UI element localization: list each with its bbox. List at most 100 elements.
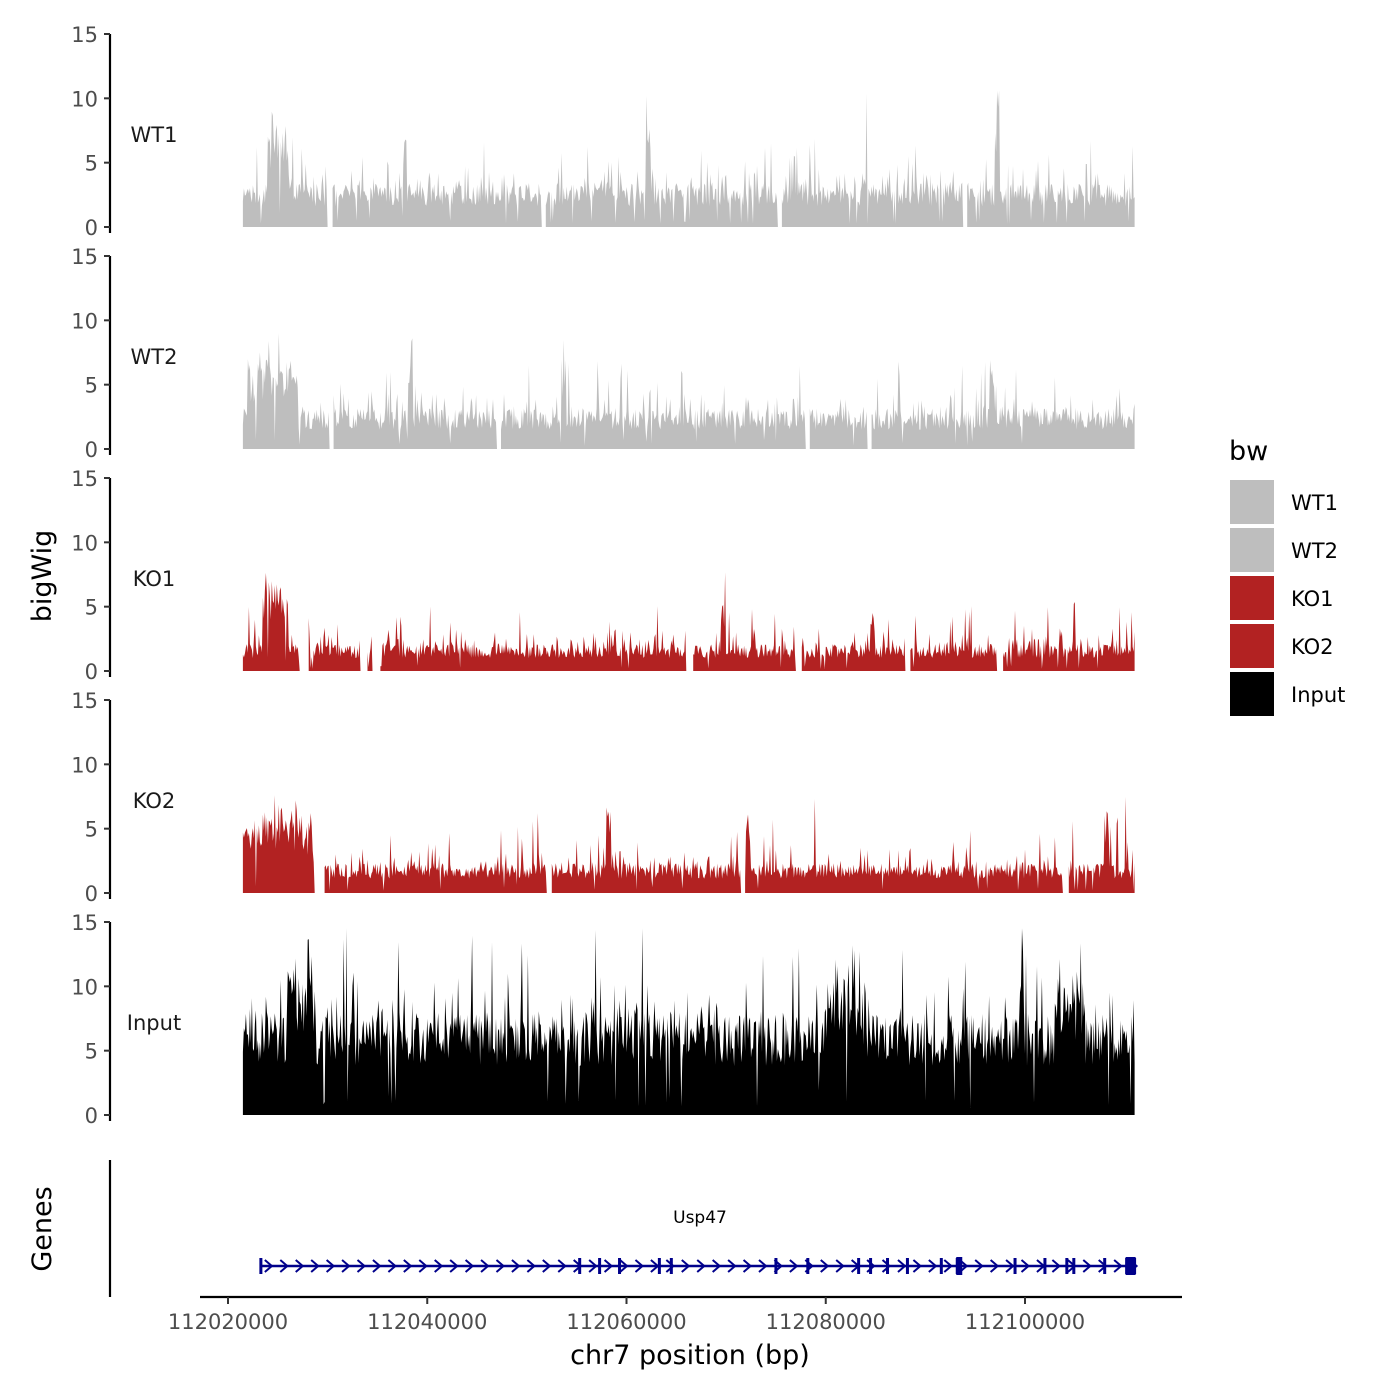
y-tick-label: 15: [71, 467, 98, 491]
legend-swatch: [1230, 480, 1274, 524]
exon: [598, 1258, 602, 1274]
x-tick-label: 112040000: [367, 1310, 487, 1334]
track-label: KO2: [133, 789, 176, 813]
exon: [618, 1258, 622, 1274]
y-tick-label: 15: [71, 911, 98, 935]
y-tick-label: 0: [85, 216, 98, 240]
strand-arrow: [387, 1259, 397, 1273]
track-input: 0 5 10 15 Input: [71, 911, 1135, 1128]
legend-label: Input: [1291, 683, 1345, 707]
strand-arrow: [943, 1259, 953, 1273]
y-tick-label: 5: [85, 596, 98, 620]
track-wt1: 0 5 10 15 WT1: [71, 23, 1135, 240]
y-tick-label: 10: [71, 87, 98, 111]
strand-arrow: [974, 1259, 984, 1273]
y-axis-title: bigWig: [27, 530, 58, 623]
exon-large: [1125, 1257, 1136, 1275]
strand-arrow: [341, 1259, 351, 1273]
exon: [259, 1258, 263, 1274]
strand-arrow: [1005, 1259, 1015, 1273]
legend-swatch: [1230, 672, 1274, 716]
strand-arrow: [588, 1259, 598, 1273]
strand-arrow: [325, 1259, 336, 1273]
strand-arrow: [480, 1259, 490, 1273]
strand-arrow: [449, 1259, 459, 1273]
strand-arrow: [835, 1259, 845, 1273]
y-tick-label: 10: [71, 309, 98, 333]
strand-arrow: [789, 1259, 799, 1273]
y-tick-label: 15: [71, 245, 98, 269]
exon: [869, 1258, 873, 1274]
y-tick-label: 5: [85, 818, 98, 842]
strand-arrow: [557, 1259, 567, 1273]
exon: [857, 1258, 861, 1274]
gene-panel: Usp47: [108, 1160, 1139, 1297]
x-axis-title: chr7 position (bp): [570, 1340, 810, 1371]
y-tick-label: 5: [85, 374, 98, 398]
legend-label: KO1: [1291, 587, 1334, 611]
strand-arrow: [681, 1259, 691, 1273]
strand-arrow: [495, 1259, 506, 1273]
strand-arrow: [696, 1259, 706, 1273]
exon: [1043, 1258, 1047, 1274]
strand-arrow: [619, 1259, 629, 1273]
genes-axis-title: Genes: [27, 1186, 58, 1271]
strand-arrow: [264, 1259, 274, 1273]
y-tick-label: 0: [85, 1104, 98, 1128]
exon: [939, 1258, 943, 1274]
strand-arrow: [403, 1259, 413, 1273]
coverage-area: [242, 333, 1135, 449]
y-tick-label: 5: [85, 1040, 98, 1064]
strand-arrow: [1082, 1259, 1092, 1273]
exon-large: [956, 1257, 963, 1275]
track-label: WT2: [131, 345, 178, 369]
legend-entry-wt2: WT2: [1230, 528, 1338, 572]
exon: [905, 1258, 909, 1274]
track-ko2: 0 5 10 15 KO2: [71, 689, 1135, 906]
legend-entry-ko1: KO1: [1230, 576, 1334, 620]
exon: [657, 1258, 661, 1274]
strand-arrow: [1051, 1259, 1061, 1273]
strand-arrow: [758, 1259, 768, 1273]
strand-arrow: [310, 1259, 320, 1273]
strand-arrow: [526, 1259, 536, 1273]
strand-arrow: [881, 1259, 892, 1273]
strand-arrow: [542, 1259, 552, 1273]
exon: [669, 1258, 673, 1274]
x-tick-label: 112100000: [965, 1310, 1085, 1334]
exon: [578, 1258, 582, 1274]
legend-entry-ko2: KO2: [1230, 624, 1334, 668]
exon: [774, 1258, 778, 1274]
y-tick-label: 0: [85, 660, 98, 684]
legend-label: WT2: [1291, 539, 1338, 563]
y-tick-label: 15: [71, 689, 98, 713]
legend-entry-input: Input: [1230, 672, 1345, 716]
exon: [886, 1258, 890, 1274]
legend-title: bw: [1229, 436, 1268, 467]
track-ko1: 0 5 10 15 KO1: [71, 467, 1135, 684]
y-tick-label: 10: [71, 975, 98, 999]
coverage-area: [242, 572, 1135, 671]
coverage-area: [242, 90, 1135, 227]
strand-arrow: [712, 1259, 722, 1273]
x-tick-label: 112080000: [766, 1310, 886, 1334]
x-tick-label: 112020000: [168, 1310, 288, 1334]
strand-arrow: [418, 1259, 428, 1273]
coverage-area: [242, 795, 1135, 893]
exon: [1065, 1258, 1069, 1274]
y-tick-label: 10: [71, 531, 98, 555]
legend: bw WT1 WT2 KO1 KO2 Input: [1229, 436, 1345, 716]
track-wt2: 0 5 10 15 WT2: [71, 245, 1135, 462]
strand-arrow: [928, 1259, 938, 1273]
strand-arrow: [989, 1259, 1000, 1273]
strand-arrow: [603, 1259, 614, 1273]
legend-swatch: [1230, 576, 1274, 620]
track-label: KO1: [133, 567, 176, 591]
legend-label: KO2: [1291, 635, 1334, 659]
strand-arrow: [634, 1259, 644, 1273]
legend-swatch: [1230, 624, 1274, 668]
exon: [1013, 1258, 1017, 1274]
strand-arrow: [1113, 1259, 1123, 1273]
exon: [1072, 1258, 1076, 1274]
